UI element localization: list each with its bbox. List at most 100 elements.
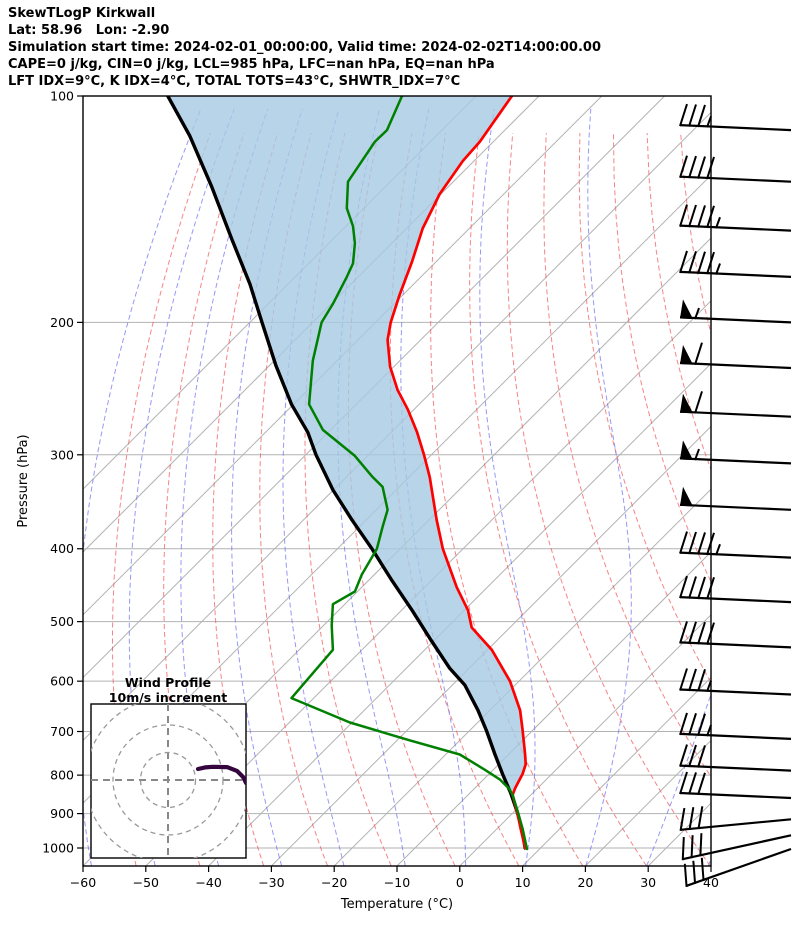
wind-barb [679,668,792,696]
barb-full-feather [694,391,703,414]
barb-full-feather [697,532,706,555]
moist-adiabat-line [282,108,345,866]
dry-adiabat-line [714,133,794,866]
barb-full-feather [697,205,706,228]
x-tick-label: 30 [640,875,656,890]
barb-full-feather [679,712,688,736]
sim-time-line: Simulation start time: 2024-02-01_00:00:… [8,40,601,55]
cape-indices-line: CAPE=0 j/kg, CIN=0 j/kg, LCL=985 hPa, LF… [8,57,495,72]
dry-adiabat-line [259,132,328,866]
barb-full-feather [706,532,715,556]
barb-half-feather [706,115,712,128]
wind-barb [679,744,792,772]
y-tick-label: 800 [50,768,74,783]
wind-barb [679,621,792,649]
barb-full-feather [688,744,697,768]
sounding-curves-layer [166,96,529,851]
barb-full-feather [706,622,715,645]
barb-full-feather [688,204,697,228]
x-tick-label: 0 [456,875,464,890]
barb-full-feather [697,745,706,768]
x-tick-label: −60 [70,875,96,890]
barb-half-feather [715,216,721,229]
barb-pennant [680,440,693,460]
barb-full-feather [688,621,697,645]
wind-barb [679,440,792,465]
barb-half-feather [706,724,712,737]
axes-ticks-layer: −60 −50 −40 −30 −20 −10 0 10 20 30 401002003004005… [42,89,719,891]
moist-adiabat-line [707,858,711,866]
wind-barb [679,155,792,183]
barb-full-feather [681,837,685,861]
barb-pennant [680,486,693,507]
x-tick-label: −10 [384,875,410,890]
wind-barb [679,771,792,800]
wind-barb [679,806,792,831]
dry-adiabat-line [347,132,456,866]
dry-adiabat-line [680,132,711,336]
barb-full-feather [688,155,697,179]
isotherm-line [396,551,711,866]
barb-staff [679,175,792,183]
x-axis-label: Temperature (°C) [340,897,453,912]
moist-adiabat-line [128,108,235,866]
moist-adiabat-line [231,108,303,866]
barb-full-feather [688,807,695,831]
isotherm-line [333,488,711,866]
barb-staff [679,224,792,232]
hodograph-content [91,704,246,858]
barb-full-feather [700,857,705,881]
barb-full-feather [679,103,688,127]
y-tick-label: 700 [50,724,74,739]
shaded-area-layer [167,96,526,848]
barb-full-feather [697,104,706,128]
barb-full-feather [679,250,688,274]
x-tick-label: 20 [577,875,593,890]
moist-adiabat-line [479,108,536,866]
y-tick-label: 600 [50,674,74,689]
moist-adiabat-line [585,108,632,866]
barb-full-feather [688,668,697,692]
wind-barb [679,486,792,511]
dry-adiabat-line [212,132,279,866]
x-tick-label: 10 [515,875,531,890]
isotherm-line [208,362,711,866]
barb-full-feather [697,251,706,275]
barb-full-feather [706,577,715,600]
dry-adiabat-line [613,132,711,583]
y-tick-label: 100 [50,89,74,104]
barb-staff [679,361,792,370]
barb-half-feather [715,263,721,275]
barb-full-feather [706,205,715,229]
barb-pennant [680,345,693,365]
wind-barb [679,531,792,559]
barb-half-feather [694,307,700,320]
barb-staff [682,834,792,861]
barb-full-feather [688,772,697,795]
barb-half-feather [694,448,700,461]
wind-barb [679,342,792,370]
barb-full-feather [688,576,697,599]
hodograph-subtitle: 10m/s increment [109,690,227,705]
hodograph-inset [90,703,247,859]
barb-full-feather [679,575,688,599]
barb-staff [679,551,792,559]
x-tick-label: −30 [258,875,284,890]
wind-barb [679,103,792,132]
y-tick-label: 400 [50,541,74,556]
barb-full-feather [697,669,706,692]
barb-staff [679,791,792,800]
wind-barb [679,391,792,418]
barb-full-feather [683,863,688,887]
barb-full-feather [706,251,715,275]
lat-lon-line: Lat: 58.96 Lon: -2.90 [8,23,170,38]
hodograph-title: Wind Profile [125,675,211,690]
barb-full-feather [679,668,688,691]
barb-full-feather [679,807,686,831]
wind-barb [683,847,792,887]
hodograph-ring [112,724,224,836]
barb-full-feather [697,713,706,737]
barb-full-feather [697,576,706,600]
isotherm-line [710,865,711,866]
